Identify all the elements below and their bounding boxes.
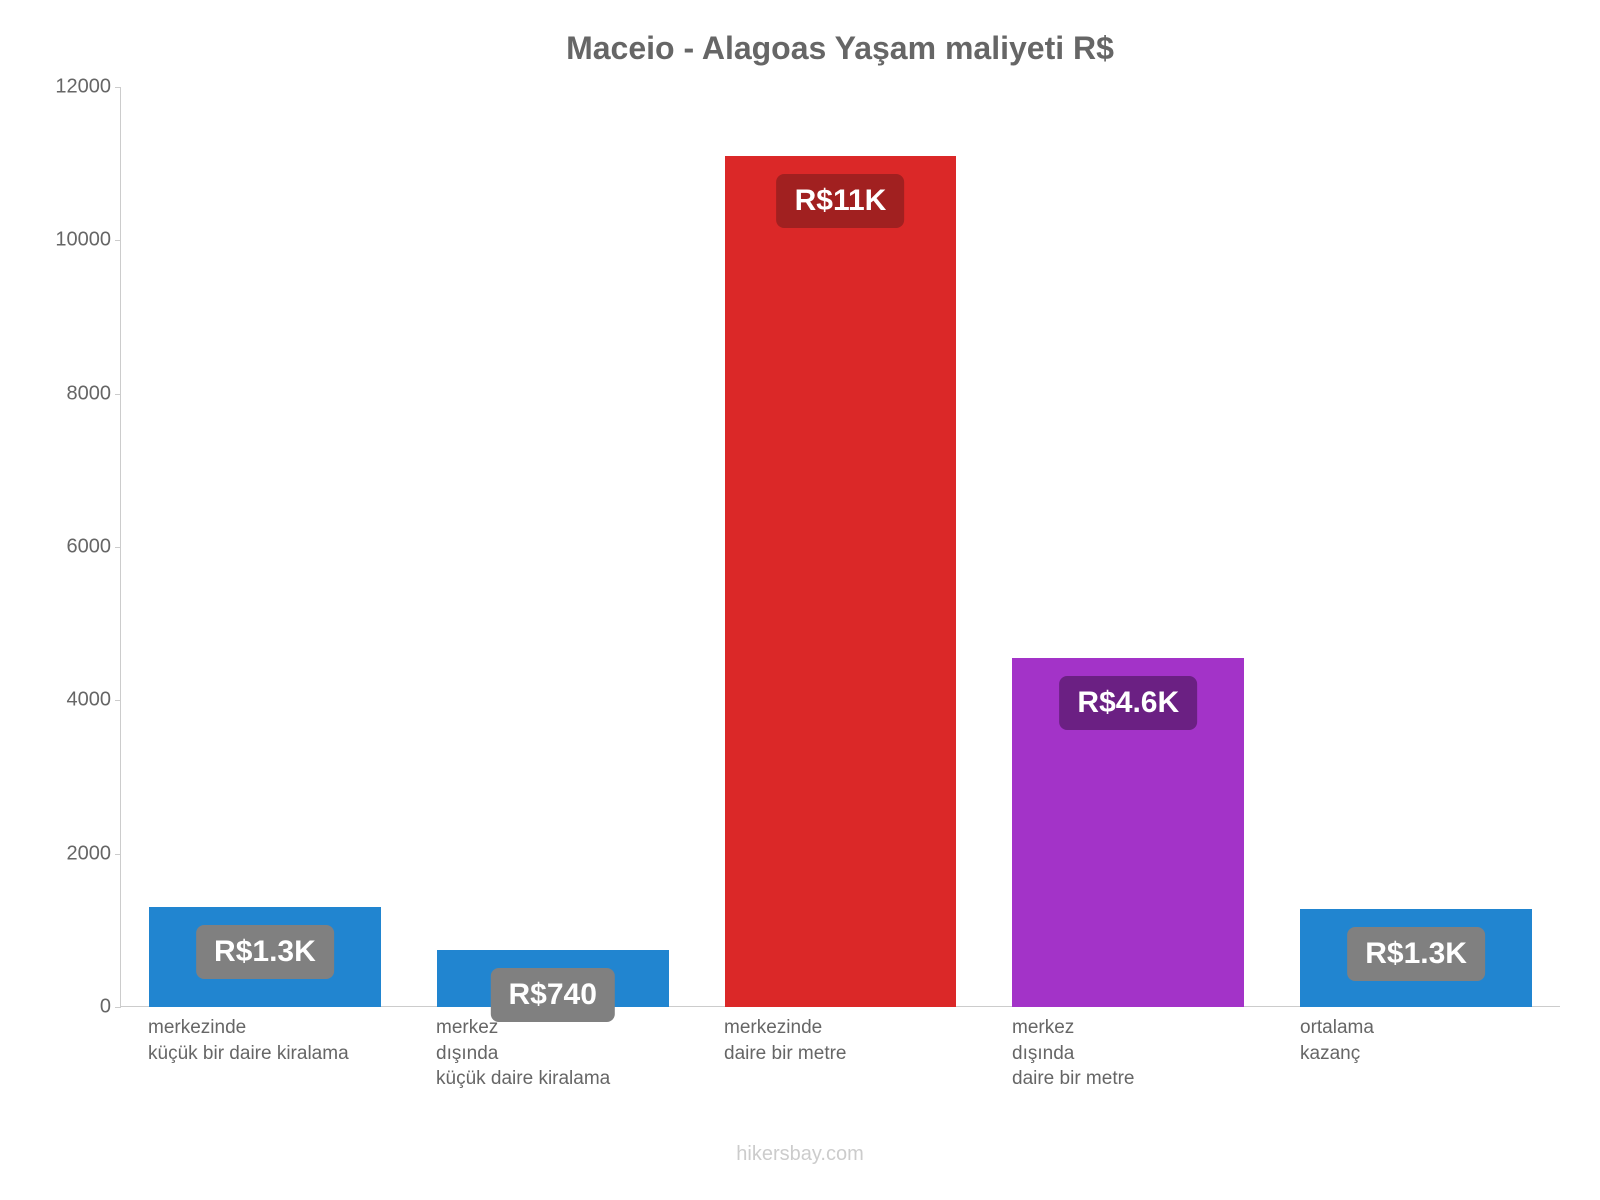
bars-row: R$1.3K R$740 R$11K R$4.6K R$1.3K <box>121 87 1560 1007</box>
bar-value-badge: R$740 <box>490 968 614 1022</box>
plot-area: R$1.3KR$740R$11KR$4.6KR$1.3K 02000400060… <box>120 87 1560 1007</box>
x-axis-label-line: kazanç <box>1300 1041 1532 1067</box>
y-tick-mark <box>115 700 121 701</box>
bar: R$11K <box>725 156 957 1007</box>
bar-value-badge: R$1.3K <box>1347 927 1485 981</box>
x-axis-label-line: merkez <box>1012 1015 1244 1041</box>
bar-value-badge: R$4.6K <box>1059 676 1197 730</box>
y-tick-label: 0 <box>51 996 111 1019</box>
y-tick-label: 12000 <box>51 76 111 99</box>
x-axis-label: ortalamakazanç <box>1272 1015 1560 1092</box>
x-axis-label-line: küçük daire kiralama <box>436 1066 668 1092</box>
x-axis-label-line: merkezinde <box>724 1015 956 1041</box>
x-axis-label-line: merkezinde <box>148 1015 380 1041</box>
x-axis-labels: merkezindeküçük bir daire kiralamamerkez… <box>120 1015 1560 1092</box>
y-tick-label: 6000 <box>51 536 111 559</box>
y-tick-label: 8000 <box>51 382 111 405</box>
x-axis-label-line: dışında <box>1012 1041 1244 1067</box>
chart-title: Maceio - Alagoas Yaşam maliyeti R$ <box>120 30 1560 67</box>
y-tick-label: 2000 <box>51 842 111 865</box>
bar-slot: R$740 <box>409 87 697 1007</box>
y-tick-label: 4000 <box>51 689 111 712</box>
chart-container: Maceio - Alagoas Yaşam maliyeti R$ R$1.3… <box>0 0 1600 1200</box>
bar-slot: R$11K <box>697 87 985 1007</box>
y-tick-mark <box>115 240 121 241</box>
x-axis-label: merkezindeküçük bir daire kiralama <box>120 1015 408 1092</box>
x-axis-label: merkezindedaire bir metre <box>696 1015 984 1092</box>
x-axis-label-line: küçük bir daire kiralama <box>148 1041 380 1067</box>
x-axis-label-line: dışında <box>436 1041 668 1067</box>
x-axis-label-line: daire bir metre <box>724 1041 956 1067</box>
bar-slot: R$4.6K <box>984 87 1272 1007</box>
y-tick-mark <box>115 854 121 855</box>
bar: R$4.6K <box>1012 658 1244 1007</box>
x-axis-label-line: daire bir metre <box>1012 1066 1244 1092</box>
bar: R$1.3K <box>149 907 381 1007</box>
x-axis-label-line: ortalama <box>1300 1015 1532 1041</box>
watermark: hikersbay.com <box>736 1143 863 1166</box>
bar: R$1.3K <box>1300 909 1532 1007</box>
bar-slot: R$1.3K <box>121 87 409 1007</box>
bar-slot: R$1.3K <box>1272 87 1560 1007</box>
y-tick-label: 10000 <box>51 229 111 252</box>
x-axis-label: merkezdışındaküçük daire kiralama <box>408 1015 696 1092</box>
y-tick-mark <box>115 1007 121 1008</box>
bar-value-badge: R$1.3K <box>196 925 334 979</box>
x-axis-label: merkezdışındadaire bir metre <box>984 1015 1272 1092</box>
bar: R$740 <box>437 950 669 1007</box>
y-tick-mark <box>115 394 121 395</box>
y-tick-mark <box>115 87 121 88</box>
bar-value-badge: R$11K <box>777 174 905 228</box>
y-tick-mark <box>115 547 121 548</box>
